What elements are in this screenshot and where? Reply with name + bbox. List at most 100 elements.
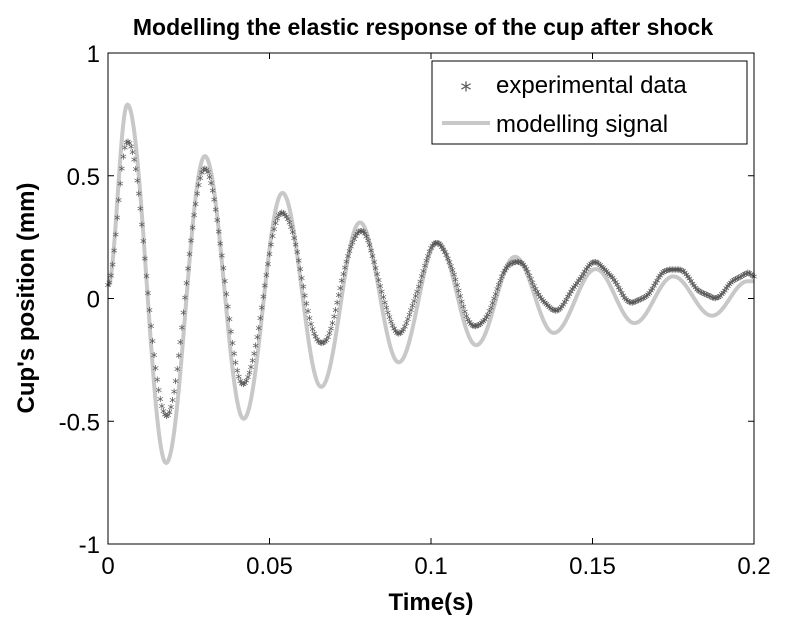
data-point: * <box>149 337 156 352</box>
data-point: * <box>474 322 481 337</box>
data-point: * <box>617 286 624 301</box>
data-point: * <box>131 155 138 170</box>
data-point: * <box>283 212 290 227</box>
data-point: * <box>678 266 685 281</box>
data-point: * <box>220 264 227 279</box>
data-point: * <box>471 322 478 337</box>
data-point: * <box>697 288 704 303</box>
data-point: * <box>239 379 246 394</box>
data-point: * <box>695 287 702 302</box>
data-point: * <box>691 282 698 297</box>
data-point: * <box>492 290 499 305</box>
data-point: * <box>311 329 318 344</box>
data-point: * <box>297 265 304 280</box>
data-point: * <box>737 273 744 288</box>
data-point: * <box>529 278 536 293</box>
data-point: * <box>526 271 533 286</box>
data-point: * <box>205 168 212 183</box>
data-point: * <box>274 214 281 229</box>
data-point: * <box>151 351 158 366</box>
data-point: * <box>622 294 629 309</box>
y-axis-title: Cup's position (mm) <box>13 182 40 413</box>
data-point: * <box>479 319 486 334</box>
data-point: * <box>117 179 124 194</box>
data-point: * <box>329 319 336 334</box>
data-point: * <box>222 277 229 292</box>
data-point: * <box>174 365 181 380</box>
data-point: * <box>146 306 153 321</box>
data-point: * <box>285 215 292 230</box>
data-point: * <box>638 295 645 310</box>
x-tick-label: 0.2 <box>737 553 770 580</box>
data-point: * <box>535 291 542 306</box>
data-point: * <box>379 288 386 303</box>
data-point: * <box>432 239 439 254</box>
data-point: * <box>552 307 559 322</box>
legend-label-modelling: modelling signal <box>496 111 668 138</box>
data-point: * <box>412 292 419 307</box>
data-point: * <box>439 243 446 258</box>
data-point: * <box>162 411 169 426</box>
data-point: * <box>600 264 607 279</box>
data-point: * <box>159 402 166 417</box>
data-point: * <box>520 261 527 276</box>
data-point: * <box>342 263 349 278</box>
data-point: * <box>340 270 347 285</box>
data-point: * <box>675 265 682 280</box>
data-point: * <box>392 327 399 342</box>
data-point: * <box>312 333 319 348</box>
data-point: * <box>257 314 264 329</box>
data-point: * <box>417 277 424 292</box>
ticks-layer: 0 0.05 0.1 0.15 0.2 -1 -0.5 0 0.5 1 <box>59 41 771 580</box>
data-point: * <box>643 292 650 307</box>
data-point: * <box>219 252 226 267</box>
data-point: * <box>372 264 379 279</box>
data-point: * <box>648 287 655 302</box>
data-point: * <box>534 288 541 303</box>
data-point: * <box>512 258 519 273</box>
data-point: * <box>586 261 593 276</box>
data-point: * <box>422 262 429 277</box>
data-point: * <box>375 276 382 291</box>
data-point: * <box>345 252 352 267</box>
data-point: * <box>542 299 549 314</box>
data-point: * <box>371 258 378 273</box>
data-point: * <box>306 314 313 329</box>
data-point: * <box>642 293 649 308</box>
data-point: * <box>152 364 159 379</box>
y-tick-label: 1 <box>87 41 100 68</box>
data-point: * <box>320 339 327 354</box>
data-point: * <box>489 299 496 314</box>
data-point: * <box>165 411 172 426</box>
data-point: * <box>200 165 207 180</box>
data-point: * <box>563 295 570 310</box>
legend: * experimental data modelling signal <box>431 60 748 145</box>
data-point: * <box>540 297 547 312</box>
data-point: * <box>451 271 458 286</box>
data-point: * <box>459 297 466 312</box>
data-point: * <box>335 291 342 306</box>
data-point: * <box>726 280 733 295</box>
data-point: * <box>352 232 359 247</box>
data-point: * <box>294 248 301 263</box>
data-point: * <box>618 289 625 304</box>
x-tick-label: 0.1 <box>414 553 447 580</box>
data-point: * <box>566 290 573 305</box>
data-point: * <box>331 313 338 328</box>
data-point: * <box>546 303 553 318</box>
data-point: * <box>431 240 438 255</box>
data-point: * <box>279 209 286 224</box>
data-point: * <box>482 315 489 330</box>
data-point: * <box>626 298 633 313</box>
data-point: * <box>502 266 509 281</box>
data-point: * <box>132 165 139 180</box>
data-point: * <box>712 294 719 309</box>
data-point: * <box>531 282 538 297</box>
data-point: * <box>425 252 432 267</box>
data-point: * <box>122 144 129 159</box>
data-point: * <box>211 196 218 211</box>
data-point: * <box>525 268 532 283</box>
data-point: * <box>362 230 369 245</box>
data-point: * <box>548 304 555 319</box>
